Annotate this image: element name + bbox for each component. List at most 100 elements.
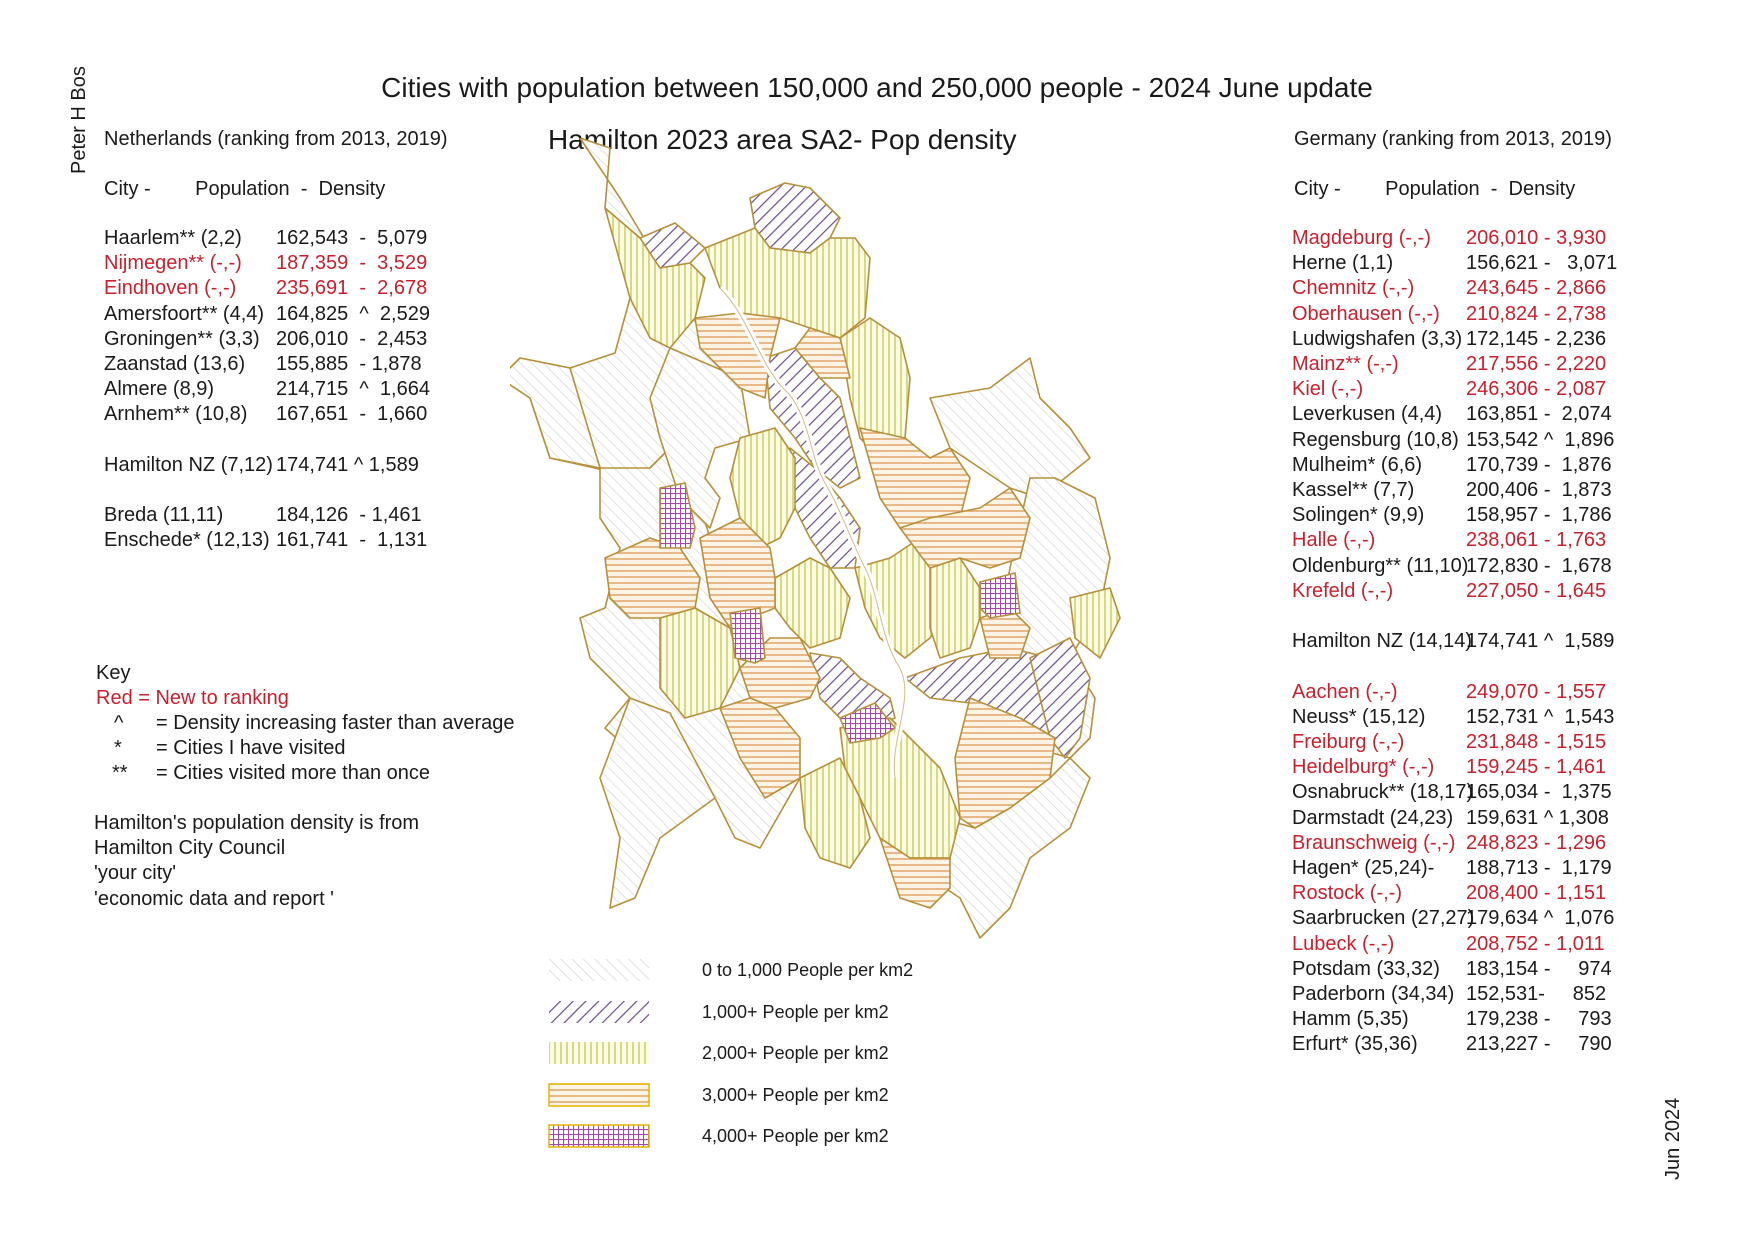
- population-density: 179,634 ^ 1,076: [1466, 907, 1615, 930]
- city-name: Hagen* (25,24)-: [1292, 857, 1435, 879]
- city-name: Hamm (5,35): [1292, 1008, 1409, 1031]
- population-density: 155,885 - 1,878: [276, 353, 422, 375]
- sa2-area-0-1000: [929, 357, 1091, 499]
- sa2-area-3000-plus: [954, 697, 1056, 829]
- city-name: Enschede* (12,13): [104, 529, 270, 552]
- sa2-area-2000-plus: [659, 607, 741, 719]
- author-credit: Peter H Bos: [68, 66, 90, 174]
- sa2-area-2000-plus: [774, 557, 851, 649]
- city-name: Groningen** (3,3): [104, 327, 260, 350]
- city-name: Magdeburg (-,-): [1292, 227, 1431, 249]
- population-density: 231,848 - 1,515: [1466, 731, 1607, 753]
- population-density: 243,645 - 2,866: [1466, 277, 1607, 300]
- legend-label: 2,000+ People per km2: [702, 1043, 889, 1063]
- city-name: Rostock (-,-): [1292, 882, 1402, 905]
- city-name: Oberhausen (-,-): [1292, 302, 1440, 325]
- population-density: 206,010 - 2,453: [276, 327, 428, 350]
- city-name: Osnabruck** (18,17): [1292, 781, 1474, 804]
- population-density: 152,731 ^ 1,543: [1466, 705, 1615, 728]
- key-symbol: **: [112, 762, 128, 785]
- population-density: 184,126 - 1,461: [276, 504, 422, 527]
- population-density: 156,621 - 3,071: [1466, 252, 1618, 275]
- city-name: Amersfoort** (4,4): [104, 302, 265, 325]
- city-name: Aachen (-,-): [1292, 680, 1398, 703]
- map-title: Hamilton 2023 area SA2- Pop density: [548, 124, 1017, 155]
- population-density: 187,359 - 3,529: [276, 252, 428, 275]
- legend-label: 4,000+ People per km2: [702, 1126, 889, 1146]
- key-text: = Density increasing faster than average: [156, 712, 515, 734]
- population-density: 217,556 - 2,220: [1466, 353, 1607, 375]
- source-line: 'economic data and report ': [94, 887, 334, 910]
- city-name: Eindhoven (-,-): [104, 277, 237, 300]
- sa2-area-3000-plus: [794, 327, 851, 379]
- population-density: 200,406 - 1,873: [1466, 479, 1612, 501]
- city-name: Chemnitz (-,-): [1292, 277, 1415, 300]
- population-density: 179,238 - 793: [1466, 1008, 1612, 1031]
- sa2-area-4000-plus: [729, 607, 766, 664]
- key-text: = Cities I have visited: [156, 737, 346, 760]
- city-name: Hamilton NZ (7,12): [104, 453, 273, 476]
- population-density: 159,245 - 1,461: [1466, 756, 1607, 779]
- sa2-area-3000-plus: [879, 837, 951, 909]
- population-density: 163,851 - 2,074: [1466, 403, 1612, 426]
- city-name: Paderborn (34,34): [1292, 983, 1455, 1005]
- city-name: Haarlem** (2,2): [104, 227, 242, 249]
- population-density: 214,715 ^ 1,664: [276, 378, 430, 401]
- city-name: Kiel (-,-): [1292, 378, 1364, 401]
- key-red-note: Red = New to ranking: [96, 687, 289, 709]
- sa2-area-3000-plus: [699, 517, 776, 629]
- city-name: Krefeld (-,-): [1292, 579, 1394, 602]
- city-name: Arnhem** (10,8): [104, 403, 248, 426]
- city-name: Neuss* (15,12): [1292, 705, 1426, 728]
- city-name: Heidelburg* (-,-): [1292, 756, 1435, 779]
- city-name: Darmstadt (24,23): [1292, 806, 1454, 829]
- sa2-area-3000-plus: [899, 487, 1031, 569]
- population-density: 165,034 - 1,375: [1466, 781, 1612, 804]
- city-name: Kassel** (7,7): [1292, 479, 1415, 501]
- legend-label: 1,000+ People per km2: [702, 1001, 889, 1022]
- city-name: Potsdam (33,32): [1292, 957, 1440, 980]
- population-density: 188,713 - 1,179: [1466, 857, 1612, 879]
- hamilton-density-map: [510, 138, 1121, 939]
- population-density: 208,400 - 1,151: [1466, 882, 1607, 905]
- population-density: 246,306 - 2,087: [1466, 378, 1607, 401]
- population-density: 238,061 - 1,763: [1466, 529, 1607, 552]
- key-symbol: *: [114, 737, 122, 760]
- sa2-area-2000-plus: [929, 557, 981, 659]
- city-name: Leverkusen (4,4): [1292, 403, 1443, 426]
- key-symbol: ^: [114, 712, 124, 734]
- sa2-area-0-1000: [599, 697, 716, 909]
- population-density: 172,145 - 2,236: [1466, 327, 1607, 350]
- sa2-area-2000-plus: [604, 207, 706, 349]
- sa2-area-4000-plus: [979, 572, 1021, 619]
- population-density: 235,691 - 2,678: [276, 277, 428, 300]
- city-name: Solingen* (9,9): [1292, 504, 1425, 527]
- page-title: Cities with population between 150,000 a…: [381, 72, 1373, 103]
- sa2-area-3000-plus: [859, 427, 971, 539]
- population-density: 153,542 ^ 1,896: [1466, 428, 1615, 451]
- sa2-area-0-1000: [649, 347, 751, 529]
- population-density: 152,531- 852: [1466, 983, 1607, 1005]
- netherlands-column-header: City - Population - Density: [104, 178, 386, 200]
- source-line: Hamilton City Council: [94, 837, 286, 860]
- sa2-area-3000-plus: [719, 697, 801, 799]
- population-density: 158,957 - 1,786: [1466, 504, 1612, 527]
- city-name: Oldenburg** (11,10): [1292, 554, 1469, 577]
- city-name: Mulheim* (6,6): [1292, 453, 1423, 476]
- date-stamp: Jun 2024: [1662, 1097, 1684, 1180]
- legend-label: 0 to 1,000 People per km2: [702, 960, 914, 980]
- city-name: Breda (11,11): [104, 504, 224, 527]
- population-density: 183,154 - 974: [1466, 957, 1612, 980]
- city-name: Regensburg (10,8): [1292, 428, 1459, 451]
- key-heading: Key: [96, 662, 131, 684]
- legend-swatch: [548, 1082, 650, 1107]
- germany-column-header: City - Population - Density: [1294, 178, 1576, 200]
- sa2-area-3000-plus: [694, 312, 781, 399]
- sa2-area-4000-plus: [839, 702, 896, 744]
- legend-label: 3,000+ People per km2: [702, 1084, 889, 1105]
- city-name: Herne (1,1): [1292, 252, 1394, 275]
- population-density: 167,651 - 1,660: [276, 403, 428, 426]
- population-density: 170,739 - 1,876: [1466, 453, 1612, 476]
- population-density: 161,741 - 1,131: [276, 529, 428, 552]
- sa2-area-2000-plus: [729, 427, 796, 549]
